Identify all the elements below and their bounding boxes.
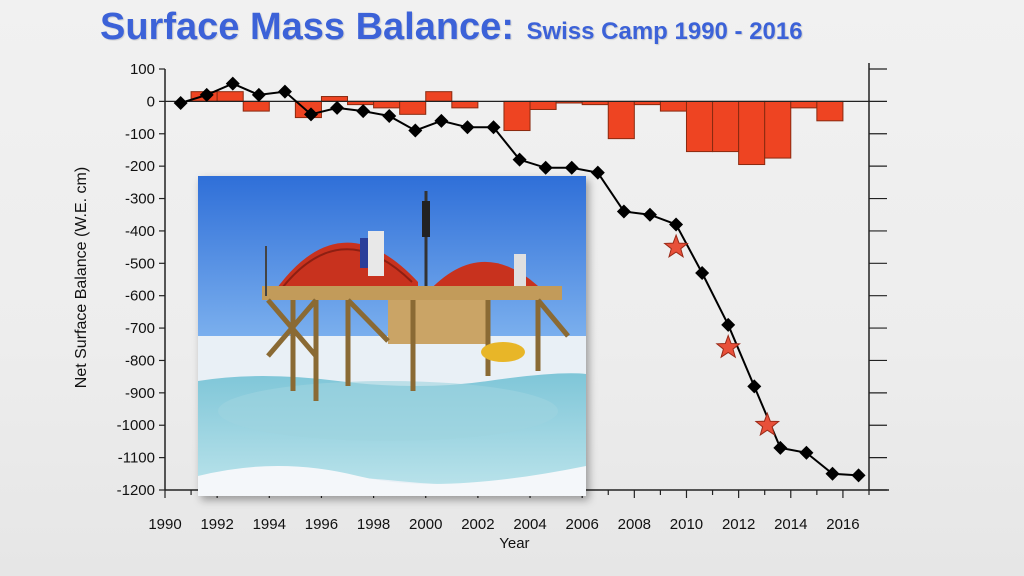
- y-tick-label: -1000: [117, 417, 155, 434]
- annual-bar: [607, 100, 635, 140]
- cumulative-point: [251, 87, 266, 102]
- x-tick-label: 2010: [670, 516, 703, 533]
- slide-title: Surface Mass Balance: Swiss Camp 1990 - …: [100, 6, 803, 56]
- title-main: Surface Mass Balance:: [100, 6, 514, 48]
- annual-bar: [712, 100, 740, 153]
- cumulative-point: [825, 466, 840, 481]
- annual-bar: [399, 100, 427, 115]
- cumulative-point: [304, 107, 319, 122]
- y-tick-label: -100: [125, 126, 155, 143]
- cumulative-point: [851, 468, 866, 483]
- cumulative-point: [408, 123, 423, 138]
- x-tick-label: 1992: [200, 516, 233, 533]
- annual-bar: [320, 96, 349, 102]
- annual-bar: [790, 100, 818, 109]
- cumulative-point: [356, 104, 371, 119]
- cumulative-point: [616, 204, 631, 219]
- cumulative-point: [747, 379, 762, 394]
- x-tick-label: 2012: [722, 516, 755, 533]
- y-tick-label: -300: [125, 191, 155, 208]
- x-tick-label: 2014: [774, 516, 807, 533]
- annual-bars-group: [190, 91, 844, 166]
- photo-swiss-camp: [198, 176, 586, 496]
- x-tick-label: 2006: [565, 516, 598, 533]
- cumulative-point: [225, 76, 240, 91]
- y-tick-label: -800: [125, 352, 155, 369]
- y-tick-label: -1200: [117, 482, 155, 499]
- x-tick-label: 2016: [826, 516, 859, 533]
- highlight-star: [715, 334, 741, 359]
- annual-bar: [685, 100, 714, 153]
- y-tick-label: -1100: [118, 450, 155, 467]
- annual-bar: [529, 100, 557, 110]
- y-tick-label: -200: [125, 158, 155, 175]
- x-tick-label: 2008: [618, 516, 651, 533]
- y-tick-label: 100: [130, 61, 155, 78]
- annual-bar: [659, 100, 687, 112]
- annual-bar: [451, 100, 479, 109]
- annual-bar: [816, 100, 844, 122]
- x-tick-label: 1998: [357, 516, 390, 533]
- cumulative-point: [460, 120, 475, 135]
- y-tick-label: 0: [147, 93, 155, 110]
- cumulative-point: [512, 152, 527, 167]
- x-tick-label: 2004: [513, 516, 546, 533]
- x-tick-label: 1990: [148, 516, 181, 533]
- cumulative-point: [642, 207, 657, 222]
- y-tick-label: -500: [125, 255, 155, 272]
- cumulative-point: [199, 87, 214, 102]
- y-tick-label: -400: [125, 223, 155, 240]
- x-axis-label: Year: [499, 535, 529, 552]
- title-subtitle: Swiss Camp 1990 - 2016: [526, 18, 803, 45]
- cumulative-point: [773, 440, 788, 455]
- cumulative-point: [486, 120, 501, 135]
- annual-bar: [738, 100, 766, 166]
- cumulative-point: [564, 160, 579, 175]
- cumulative-point: [669, 217, 684, 232]
- cumulative-point: [721, 317, 736, 332]
- y-tick-label: -600: [125, 288, 155, 305]
- cumulative-point: [277, 84, 292, 99]
- annual-bar: [503, 100, 531, 132]
- annual-bar: [242, 100, 270, 112]
- cumulative-point: [695, 266, 710, 281]
- y-axis-label: Net Surface Balance (W.E. cm): [73, 167, 90, 388]
- highlight-star: [663, 233, 689, 258]
- cumulative-point: [434, 113, 449, 128]
- x-tick-label: 2002: [461, 516, 494, 533]
- y-tick-label: -900: [125, 385, 155, 402]
- photo-swiss-camp-icon: [198, 176, 586, 496]
- y-tick-label: -700: [125, 320, 155, 337]
- x-tick-label: 2000: [409, 516, 442, 533]
- cumulative-point: [538, 160, 553, 175]
- highlight-star: [754, 411, 781, 437]
- x-tick-label: 1996: [305, 516, 338, 533]
- cumulative-series-group: [173, 76, 866, 483]
- cumulative-point: [799, 445, 814, 460]
- annual-bar: [764, 100, 792, 159]
- annual-bar: [216, 91, 244, 102]
- cumulative-point: [330, 100, 345, 115]
- annual-bar: [425, 91, 453, 102]
- x-tick-label: 1994: [253, 516, 286, 533]
- cumulative-point: [173, 96, 188, 111]
- annual-bar: [373, 100, 401, 109]
- cumulative-point: [590, 165, 605, 180]
- cumulative-point: [382, 108, 397, 123]
